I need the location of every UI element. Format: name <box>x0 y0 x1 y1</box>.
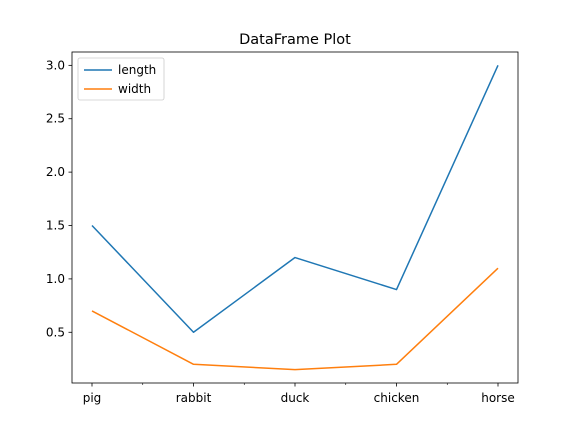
x-tick-label: chicken <box>374 391 420 405</box>
y-tick-label: 3.0 <box>46 58 65 72</box>
x-tick-label: horse <box>481 391 515 405</box>
x-tick-label: rabbit <box>176 391 212 405</box>
y-tick-label: 1.5 <box>46 219 65 233</box>
legend-label-width: width <box>118 82 151 96</box>
legend-label-length: length <box>118 63 156 77</box>
plot-area <box>71 51 519 384</box>
y-tick-label: 2.0 <box>46 165 65 179</box>
y-tick-label: 2.5 <box>46 112 65 126</box>
chart-title: DataFrame Plot <box>239 32 351 48</box>
y-axis: 0.5 1.0 1.5 2.0 2.5 3.0 <box>46 58 72 339</box>
series-line-width <box>91 267 499 371</box>
x-axis: pig rabbit duck chicken horse <box>83 383 515 405</box>
series-line-length <box>91 65 499 334</box>
series-layer <box>91 65 499 371</box>
y-tick-label: 0.5 <box>46 325 65 339</box>
x-tick-label: pig <box>83 391 102 405</box>
legend: length width <box>77 57 165 101</box>
plot-frame <box>71 51 519 384</box>
y-tick-label: 1.0 <box>46 272 65 286</box>
x-tick-label: duck <box>281 391 310 405</box>
